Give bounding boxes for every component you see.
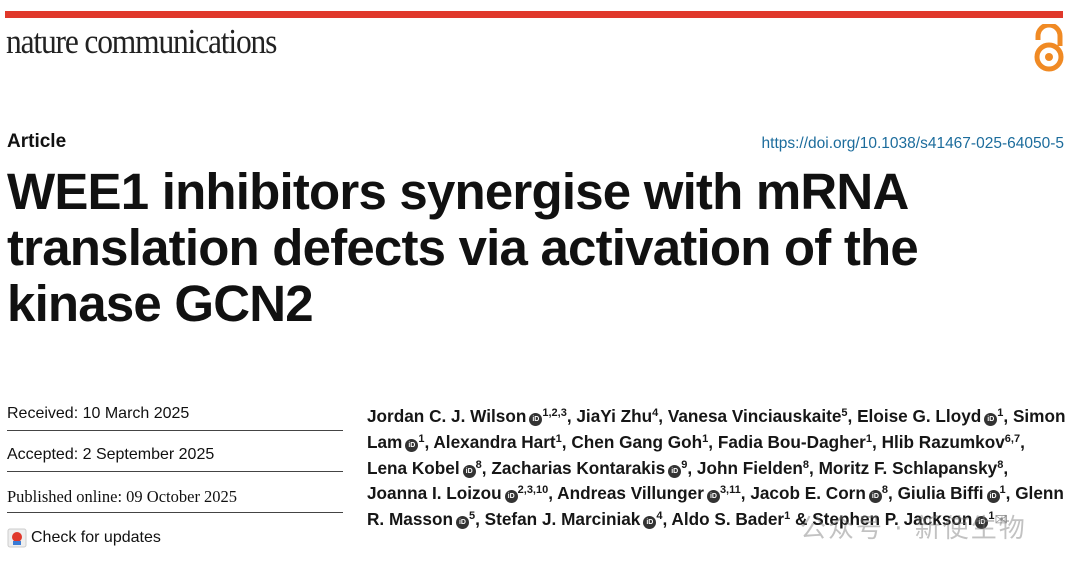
affiliation-superscript: 4 (656, 510, 663, 523)
author-name: Andreas Villunger (557, 483, 704, 504)
orcid-icon[interactable]: iD (975, 516, 989, 530)
author-name: Glenn R. Masson (367, 483, 1064, 530)
author-name: Stefan J. Marciniak (484, 509, 641, 530)
article-type: Article (7, 131, 67, 152)
affiliation-superscript: 6,7 (1004, 432, 1021, 445)
author[interactable]: Simon Lam iD1 (367, 406, 1065, 452)
author-name: Moritz F. Schlapansky (818, 457, 998, 478)
orcid-icon[interactable]: iD (504, 490, 518, 504)
check-updates-icon (7, 528, 27, 548)
author-name: Fadia Bou-Dagher (717, 431, 866, 452)
affiliation-superscript: 8 (475, 458, 482, 471)
author-name: Zacharias Kontarakis (491, 457, 666, 478)
author[interactable]: Aldo S. Bader1 (671, 509, 790, 529)
mail-icon[interactable]: ✉ (994, 512, 1008, 530)
check-for-updates-button[interactable]: Check for updates (7, 528, 343, 548)
watermark: 公众号 · 新使生物 (800, 514, 1027, 544)
affiliation-superscript: 1 (999, 484, 1006, 497)
author[interactable]: Stephen P. Jackson iD1 (812, 509, 995, 530)
author[interactable]: Jordan C. J. Wilson iD1,2,3 (367, 406, 567, 426)
author-name: JiaYi Zhu (576, 406, 653, 426)
affiliation-superscript: 8 (802, 458, 810, 471)
journal-logo[interactable]: nature communications (6, 22, 277, 61)
author-name: Joanna I. Loizou (367, 483, 502, 504)
author-name: Alexandra Hart (433, 431, 556, 452)
author-name: Stephen P. Jackson (812, 509, 973, 530)
author[interactable]: Fadia Bou-Dagher1 (718, 432, 872, 452)
orcid-icon[interactable]: iD (643, 516, 657, 530)
orcid-icon[interactable]: iD (984, 413, 998, 426)
received-date: Received: 10 March 2025 (7, 405, 343, 431)
author[interactable]: Giulia Biffi iD1 (897, 483, 1006, 504)
affiliation-superscript: 3,11 (719, 484, 741, 497)
published-date: Published online: 09 October 2025 (7, 487, 343, 513)
affiliation-superscript: 5 (841, 407, 848, 419)
affiliation-superscript: 4 (652, 407, 659, 419)
orcid-icon[interactable]: iD (706, 490, 720, 504)
author-name: Eloise G. Lloyd (857, 406, 982, 426)
author-name: Jordan C. J. Wilson (367, 406, 527, 426)
author-name: Lena Kobel (367, 457, 460, 478)
affiliation-superscript: 1 (865, 432, 872, 445)
affiliation-superscript: 1 (555, 432, 562, 445)
author[interactable]: Joanna I. Loizou iD2,3,10 (367, 483, 549, 504)
orcid-icon[interactable]: iD (529, 413, 543, 426)
author[interactable]: Stefan J. Marciniak iD4 (484, 509, 663, 530)
affiliation-superscript: 5 (468, 510, 476, 523)
orcid-icon[interactable]: iD (455, 516, 469, 530)
orcid-icon[interactable]: iD (405, 438, 419, 452)
journal-accent-bar (5, 11, 1063, 18)
affiliation-superscript: 1 (418, 432, 425, 445)
author[interactable]: Eloise G. Lloyd iD1 (857, 406, 1003, 426)
author[interactable]: Lena Kobel iD8 (367, 458, 482, 478)
orcid-icon[interactable]: iD (668, 464, 682, 478)
author[interactable]: Hlib Razumkov6,7 (882, 432, 1021, 452)
author-name: Hlib Razumkov (881, 431, 1005, 452)
check-for-updates-label: Check for updates (31, 529, 161, 546)
affiliation-superscript: 8 (881, 484, 888, 497)
author-name: Vanesa Vinciauskaite (667, 406, 842, 426)
affiliation-superscript: 1,2,3 (542, 407, 567, 419)
orcid-icon[interactable]: iD (986, 490, 1000, 504)
affiliation-superscript: 1 (784, 510, 791, 523)
article-title: WEE1 inhibitors synergise with mRNA tran… (7, 163, 919, 332)
affiliation-superscript: 1 (988, 510, 995, 523)
author[interactable]: Zacharias Kontarakis iD9 (491, 458, 687, 478)
affiliation-superscript: 9 (681, 458, 688, 471)
doi-link[interactable]: https://doi.org/10.1038/s41467-025-64050… (761, 135, 1064, 152)
author[interactable]: JiaYi Zhu4 (576, 406, 658, 426)
dates-column: Received: 10 March 2025 Accepted: 2 Sept… (7, 405, 343, 548)
author-name: Simon Lam (367, 406, 1066, 452)
author[interactable]: Andreas Villunger iD3,11 (557, 483, 741, 504)
author[interactable]: John Fielden8 (697, 458, 809, 478)
author-list: Jordan C. J. Wilson iD1,2,3, JiaYi Zhu4, … (367, 406, 1066, 530)
author[interactable]: Vanesa Vinciauskaite5 (668, 406, 848, 426)
affiliation-superscript: 8 (997, 458, 1004, 471)
author[interactable]: Chen Gang Goh1 (571, 432, 708, 452)
open-access-icon (1034, 24, 1064, 72)
author-name: Chen Gang Goh (571, 431, 703, 452)
accepted-date: Accepted: 2 September 2025 (7, 446, 343, 472)
orcid-icon[interactable]: iD (868, 490, 882, 504)
author-name: Giulia Biffi (897, 483, 984, 504)
author[interactable]: Alexandra Hart1 (433, 432, 561, 452)
affiliation-superscript: 2,3,10 (517, 484, 549, 497)
author[interactable]: Moritz F. Schlapansky8 (819, 458, 1004, 478)
author-name: Aldo S. Bader (671, 509, 785, 530)
orcid-icon[interactable]: iD (462, 464, 476, 478)
author-name: John Fielden (696, 457, 803, 478)
author[interactable]: Glenn R. Masson iD5 (367, 483, 1064, 530)
affiliation-superscript: 1 (702, 432, 709, 445)
author[interactable]: Jacob E. Corn iD8 (750, 483, 888, 504)
author-name: Jacob E. Corn (750, 483, 866, 504)
affiliation-superscript: 1 (997, 407, 1004, 419)
